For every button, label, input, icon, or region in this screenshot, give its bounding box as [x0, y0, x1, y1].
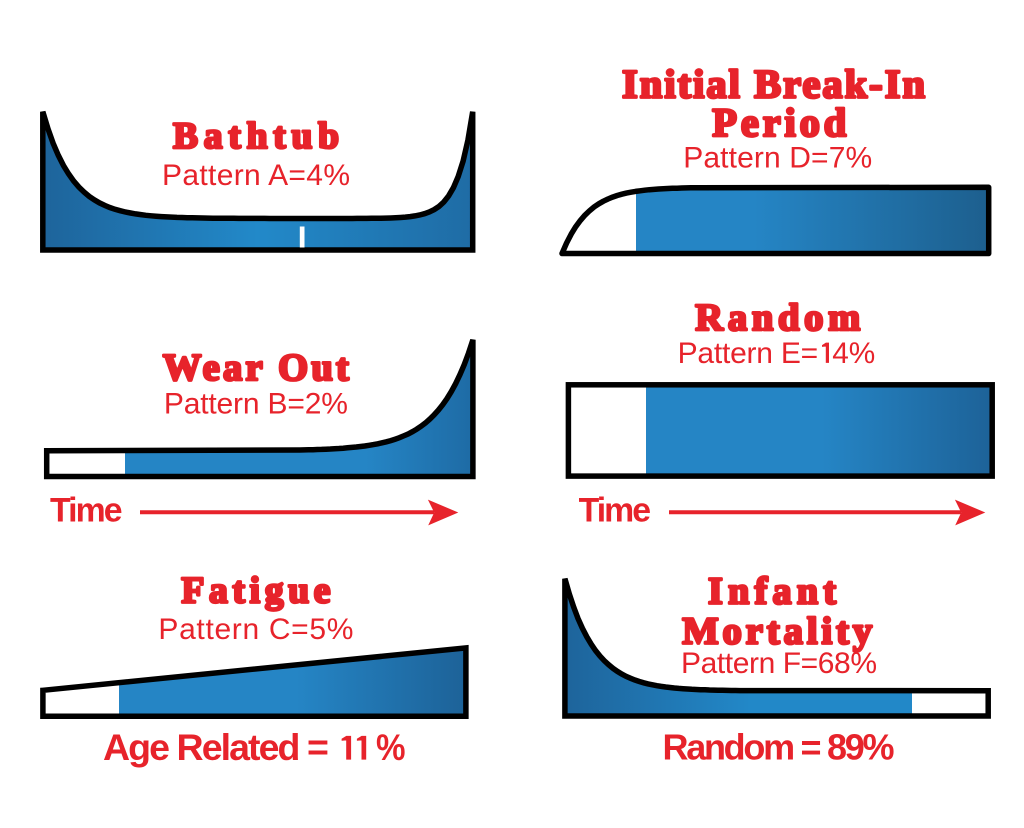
svg-text:Random: Random [695, 297, 860, 339]
svg-text:Pattern C=5%: Pattern C=5% [158, 613, 353, 646]
svg-text:Age Related =: Age Related = [103, 726, 329, 768]
svg-text:Pattern A=4%: Pattern A=4% [162, 159, 350, 192]
svg-text:Bathtub: Bathtub [173, 116, 339, 157]
svg-text:Mortality: Mortality [682, 611, 872, 653]
svg-text:Random = 89%: Random = 89% [663, 727, 895, 768]
svg-text:Period: Period [712, 100, 846, 145]
svg-text:Pattern B=2%: Pattern B=2% [164, 388, 348, 421]
svg-text:Pattern F=68%: Pattern F=68% [681, 647, 877, 680]
svg-text:4%: 4% [832, 337, 875, 370]
svg-text:Infant: Infant [708, 571, 836, 613]
svg-text:Wear Out: Wear Out [163, 347, 349, 389]
svg-text:Time: Time [50, 492, 123, 530]
svg-text:Fatigue: Fatigue [181, 571, 330, 612]
svg-text:Time: Time [579, 492, 652, 530]
svg-text:Pattern E=: Pattern E= [678, 337, 819, 370]
svg-text:%: % [376, 726, 406, 768]
svg-text:Initial Break-In: Initial Break-In [622, 62, 925, 107]
svg-text:Pattern D=7%: Pattern D=7% [683, 142, 872, 175]
